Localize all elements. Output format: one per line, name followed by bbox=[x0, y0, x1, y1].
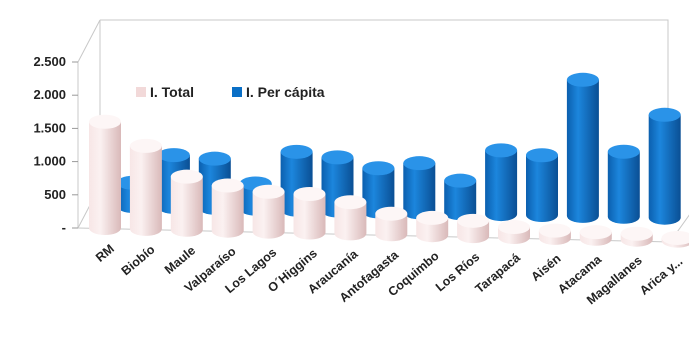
x-tick-label: Tarapacá bbox=[473, 251, 523, 296]
x-tick-label: RM bbox=[93, 242, 117, 265]
per-capita-bar bbox=[362, 161, 395, 219]
total-bar bbox=[457, 213, 490, 244]
y-tick-label: - bbox=[62, 220, 66, 235]
total-bar bbox=[416, 210, 449, 243]
per-capita-bar bbox=[648, 107, 681, 225]
per-capita-bar bbox=[485, 143, 518, 222]
legend: I. Total I. Per cápita bbox=[136, 84, 325, 100]
total-bar bbox=[129, 138, 162, 236]
total-bar bbox=[252, 184, 285, 239]
legend-swatch bbox=[232, 87, 242, 97]
legend-label: I. Per cápita bbox=[246, 84, 325, 100]
y-tick-label: 1.500 bbox=[33, 120, 66, 135]
x-tick-label: Aisén bbox=[528, 251, 563, 284]
y-tick-label: 2.000 bbox=[33, 87, 66, 102]
total-bar bbox=[334, 195, 367, 241]
total-bar bbox=[170, 169, 203, 237]
per-capita-bar bbox=[607, 144, 640, 224]
total-bar bbox=[89, 114, 121, 235]
per-capita-bar bbox=[566, 72, 599, 223]
legend-label: I. Total bbox=[150, 84, 194, 100]
total-bar bbox=[661, 230, 689, 248]
back-wall-left bbox=[77, 19, 101, 228]
x-tick-label: Arica y... bbox=[637, 254, 685, 298]
total-bar bbox=[579, 225, 612, 246]
y-tick-label: 2.500 bbox=[33, 54, 66, 69]
per-capita-bar bbox=[403, 156, 436, 220]
y-tick-label: 500 bbox=[44, 187, 66, 202]
total-bar bbox=[293, 186, 326, 240]
total-bar bbox=[538, 223, 571, 245]
total-bar bbox=[498, 220, 530, 244]
series-total bbox=[89, 114, 689, 248]
y-axis: - 500 1.000 1.500 2.000 2.500 bbox=[33, 54, 78, 235]
x-tick-label: Maule bbox=[162, 243, 198, 277]
total-bar bbox=[375, 206, 408, 242]
x-tick-label: Biobío bbox=[119, 242, 158, 278]
per-capita-bar bbox=[444, 173, 477, 221]
total-bar bbox=[620, 226, 653, 247]
per-capita-bar bbox=[526, 148, 558, 222]
y-tick-label: 1.000 bbox=[33, 154, 66, 169]
total-bar bbox=[211, 178, 244, 238]
legend-swatch bbox=[136, 87, 146, 97]
